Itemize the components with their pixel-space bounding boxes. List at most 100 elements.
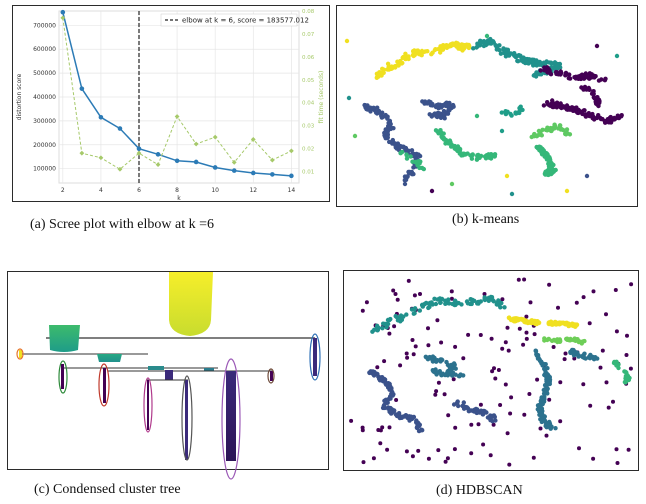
scatter-point (417, 308, 422, 313)
scatter-point (512, 51, 517, 56)
scatter-point (583, 112, 588, 117)
scatter-point (544, 375, 549, 380)
scree-plot-svg: 100000 200000 300000 400000 500000 600000 7000… (16, 9, 325, 202)
scatter-point (381, 70, 386, 76)
scatter-point (482, 154, 488, 159)
scatter-point (414, 425, 420, 431)
data-point (289, 173, 294, 179)
scatter-point (582, 355, 587, 361)
scatter-point (505, 325, 510, 330)
scatter-point (417, 422, 422, 427)
scatter-point (491, 422, 496, 427)
scatter-point (503, 382, 508, 387)
scatter-point (344, 38, 350, 44)
tree-leaf (313, 338, 317, 376)
scatter-point (367, 370, 372, 375)
scatter-point (390, 137, 395, 143)
scatter-point (424, 355, 429, 360)
right-tick-label: 0.04 (302, 101, 315, 107)
scatter-point (547, 282, 552, 287)
scatter-point (555, 337, 560, 342)
scatter-point (433, 301, 439, 307)
scatter-point (606, 405, 611, 410)
data-point (98, 155, 104, 161)
scatter-point (414, 418, 419, 423)
scatter-point (492, 414, 497, 420)
scatter-point (538, 398, 543, 404)
tree-branch (148, 366, 164, 370)
kmeans-scatter-svg (344, 33, 624, 197)
scatter-point (599, 77, 604, 82)
scatter-point (528, 300, 533, 305)
scatter-point (447, 107, 452, 112)
scatter-point (493, 418, 498, 423)
scatter-point (452, 447, 457, 452)
scatter-point (542, 418, 548, 423)
scatter-point (418, 292, 422, 296)
scatter-point (465, 301, 471, 306)
scatter-point (352, 133, 358, 139)
scatter-point (535, 377, 540, 382)
caption-kmeans: (b) k-means (452, 212, 520, 227)
y-tick-label: 200000 (33, 142, 56, 149)
cluster-selection-ellipse (267, 368, 275, 384)
scatter-point (388, 121, 393, 127)
scatter-point (435, 110, 441, 116)
scatter-point (539, 406, 545, 411)
scatter-point (417, 165, 422, 171)
scatter-point (404, 54, 409, 59)
scatter-point (433, 392, 438, 397)
x-tick-label: 12 (249, 187, 257, 194)
scatter-point (521, 317, 526, 323)
scatter-point (499, 300, 504, 306)
data-point (117, 166, 123, 172)
scatter-point (387, 65, 392, 71)
data-point (250, 170, 256, 176)
scatter-point (398, 363, 403, 368)
data-point (136, 150, 142, 156)
scatter-point (403, 145, 409, 151)
scatter-point (450, 42, 455, 47)
scatter-point (506, 348, 511, 353)
tree-branch (165, 370, 173, 380)
scatter-point (558, 380, 563, 385)
scatter-point (495, 46, 500, 51)
scatter-point (626, 447, 631, 452)
scatter-point (398, 143, 403, 149)
scatter-point (378, 375, 383, 380)
data-point (270, 172, 275, 177)
scatter-point (441, 131, 446, 136)
scatter-point (509, 191, 515, 197)
scatter-point (404, 156, 410, 161)
scatter-point (546, 423, 551, 428)
right-tick-label: 0.07 (302, 32, 315, 38)
scatter-point (613, 288, 618, 292)
scatter-point (566, 76, 571, 81)
scatter-point (500, 346, 505, 351)
scatter-point (577, 446, 581, 451)
scatter-point (458, 372, 463, 377)
scatter-point (475, 300, 480, 305)
scatter-point (419, 50, 424, 55)
scatter-point (614, 329, 619, 334)
scatter-point (412, 306, 418, 311)
scatter-point (551, 337, 557, 343)
scatter-point (615, 363, 620, 368)
tree-leaf (270, 371, 273, 381)
scatter-point (450, 102, 456, 108)
scatter-point (426, 456, 431, 461)
scree-plot-panel: 100000 200000 300000 400000 500000 600000 7000… (12, 5, 330, 202)
scatter-point (438, 115, 444, 121)
scatter-point (489, 336, 494, 341)
scatter-point (546, 127, 551, 132)
scatter-point (422, 301, 428, 306)
scatter-point (449, 362, 454, 368)
scatter-point (504, 173, 510, 179)
scatter-point (410, 338, 415, 342)
scatter-point (624, 375, 630, 381)
scatter-point (558, 419, 563, 424)
scatter-point (581, 295, 586, 300)
scatter-point (562, 357, 567, 362)
scatter-point (449, 296, 454, 301)
scatter-point (532, 332, 537, 337)
